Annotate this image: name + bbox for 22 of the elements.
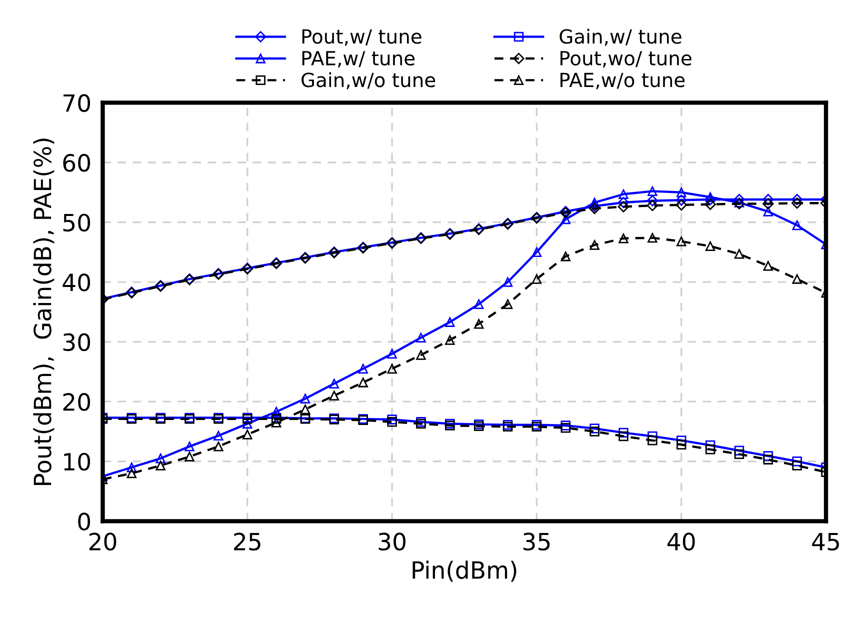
y-tick-label: 40 [62, 273, 90, 292]
legend-label: Pout,w/ tune [302, 29, 422, 46]
y-axis-title: Pout(dBm), Gain(dB), PAE(%) [33, 138, 54, 485]
legend-label: Gain,w/ tune [560, 28, 682, 46]
y-tick-label: 70 [64, 94, 90, 112]
x-tick-label: 45 [812, 532, 839, 551]
legend-label: Gain,w/o tune [302, 72, 436, 90]
legend-label: PAE,w/ tune [302, 51, 415, 68]
x-tick-label: 20 [89, 532, 116, 551]
x-tick-label: 30 [378, 532, 406, 551]
y-tick-label: 20 [63, 393, 90, 411]
y-tick-label: 0 [78, 512, 90, 530]
legend-label: PAE,w/o tune [560, 72, 685, 90]
x-tick-label: 35 [523, 532, 550, 551]
x-tick-label: 25 [234, 532, 260, 551]
y-tick-label: 30 [63, 333, 90, 352]
y-tick-label: 60 [63, 154, 90, 172]
y-tick-label: 10 [64, 452, 90, 471]
x-tick-label: 40 [667, 532, 695, 551]
legend-label: Pout,wo/ tune [560, 51, 692, 68]
y-tick-label: 50 [63, 214, 90, 232]
x-axis-title: Pin(dBm) [412, 560, 516, 582]
